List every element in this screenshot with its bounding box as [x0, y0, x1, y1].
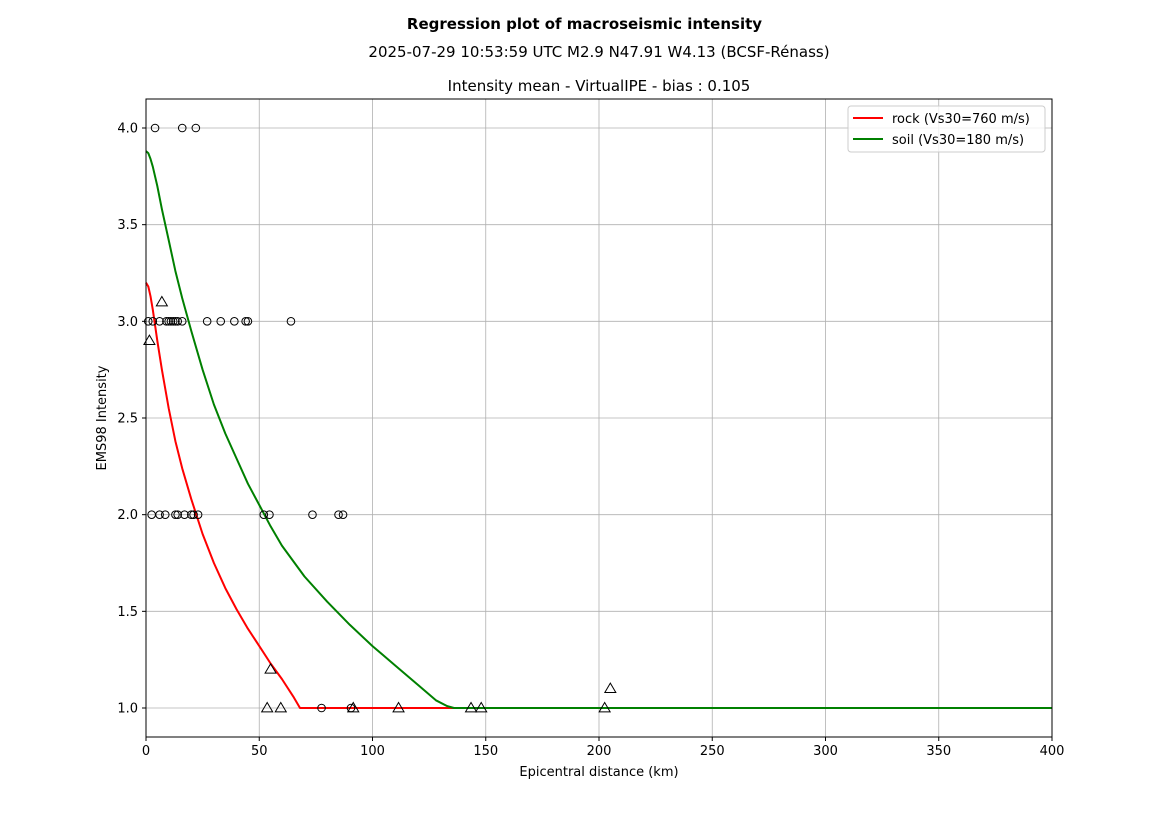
observation-point-circle: [148, 317, 158, 326]
observation-point-triangle: [603, 682, 617, 694]
legend: rock (Vs30=760 m/s) soil (Vs30=180 m/s): [847, 105, 1046, 153]
observation-point-circle: [177, 317, 187, 326]
observation-point-circle: [338, 510, 348, 519]
x-axis-label: Epicentral distance (km): [519, 765, 678, 780]
observation-point-circle: [230, 317, 239, 326]
x-tick-label: 50: [251, 744, 268, 759]
y-axis-ticks: 1.0 1.5 2.0 2.5 3.0 3.5 4.0: [117, 122, 146, 717]
regression-curves: [145, 150, 1052, 709]
figure-title: Regression plot of macroseismic intensit…: [407, 15, 762, 33]
observation-point-circle: [171, 510, 180, 519]
observation-point-circle: [241, 317, 250, 326]
observation-point-triangle: [464, 701, 478, 713]
observation-point-circle: [168, 317, 178, 326]
observation-point-circle: [317, 703, 326, 713]
y-tick-label: 1.0: [117, 702, 138, 717]
x-tick-label: 250: [700, 744, 725, 759]
axes-title: Intensity mean - VirtualIPE - bias : 0.1…: [448, 77, 751, 95]
x-tick-label: 200: [587, 744, 612, 759]
figure-subtitle: 2025-07-29 10:53:59 UTC M2.9 N47.91 W4.1…: [368, 43, 829, 61]
observation-point-circle: [259, 510, 269, 519]
x-tick-label: 100: [360, 744, 385, 759]
observation-point-circle: [265, 510, 274, 519]
y-tick-label: 1.5: [117, 605, 138, 620]
x-tick-label: 0: [142, 744, 150, 759]
observation-markers: [143, 123, 617, 713]
observation-point-triangle: [392, 701, 405, 713]
observation-point-circle: [155, 510, 164, 519]
observation-point-circle: [162, 317, 171, 326]
observation-point-triangle: [346, 701, 360, 713]
observation-point-circle: [308, 510, 317, 519]
x-tick-label: 300: [813, 744, 838, 759]
legend-label-rock: rock (Vs30=760 m/s): [892, 112, 1030, 127]
observation-point-circle: [286, 317, 296, 326]
observation-point-circle: [189, 510, 198, 519]
observation-point-triangle: [264, 662, 277, 674]
observation-point-triangle: [155, 295, 169, 307]
observation-point-circle: [160, 510, 170, 519]
x-tick-label: 400: [1040, 744, 1065, 759]
observation-point-circle: [150, 123, 160, 133]
x-tick-label: 350: [926, 744, 951, 759]
observation-point-triangle: [274, 701, 288, 713]
observation-point-circle: [180, 510, 189, 519]
observation-point-circle: [334, 510, 343, 519]
grid: [145, 99, 1053, 737]
observation-point-circle: [173, 317, 183, 326]
y-tick-label: 3.5: [117, 218, 138, 233]
observation-point-circle: [193, 510, 203, 519]
y-tick-label: 3.0: [117, 315, 138, 330]
y-axis-label: EMS98 Intensity: [95, 365, 110, 470]
legend-label-soil: soil (Vs30=180 m/s): [892, 133, 1024, 148]
observation-point-circle: [155, 317, 164, 326]
y-tick-label: 4.0: [117, 122, 138, 137]
observation-point-circle: [191, 123, 201, 133]
soil-regression-line: [145, 150, 1052, 709]
legend-box: [847, 105, 1046, 153]
rock-regression-line: [145, 282, 1052, 709]
observation-point-circle: [171, 317, 180, 326]
x-tick-label: 150: [473, 744, 498, 759]
observation-point-triangle: [598, 701, 612, 713]
observation-point-circle: [177, 123, 187, 133]
observation-point-circle: [187, 510, 196, 519]
observation-point-triangle: [474, 701, 488, 713]
observation-point-circle: [202, 317, 212, 326]
observation-point-circle: [173, 510, 183, 519]
observation-point-triangle: [143, 334, 156, 346]
y-tick-label: 2.5: [117, 412, 138, 427]
observation-point-triangle: [260, 701, 274, 713]
x-axis-ticks: 0 50 100 150 200 250 300 350 400: [142, 737, 1065, 759]
y-tick-label: 2.0: [117, 508, 138, 523]
observation-point-circle: [166, 317, 176, 326]
observation-point-circle: [216, 317, 226, 326]
observation-point-circle: [164, 317, 173, 326]
observation-point-circle: [243, 317, 253, 326]
